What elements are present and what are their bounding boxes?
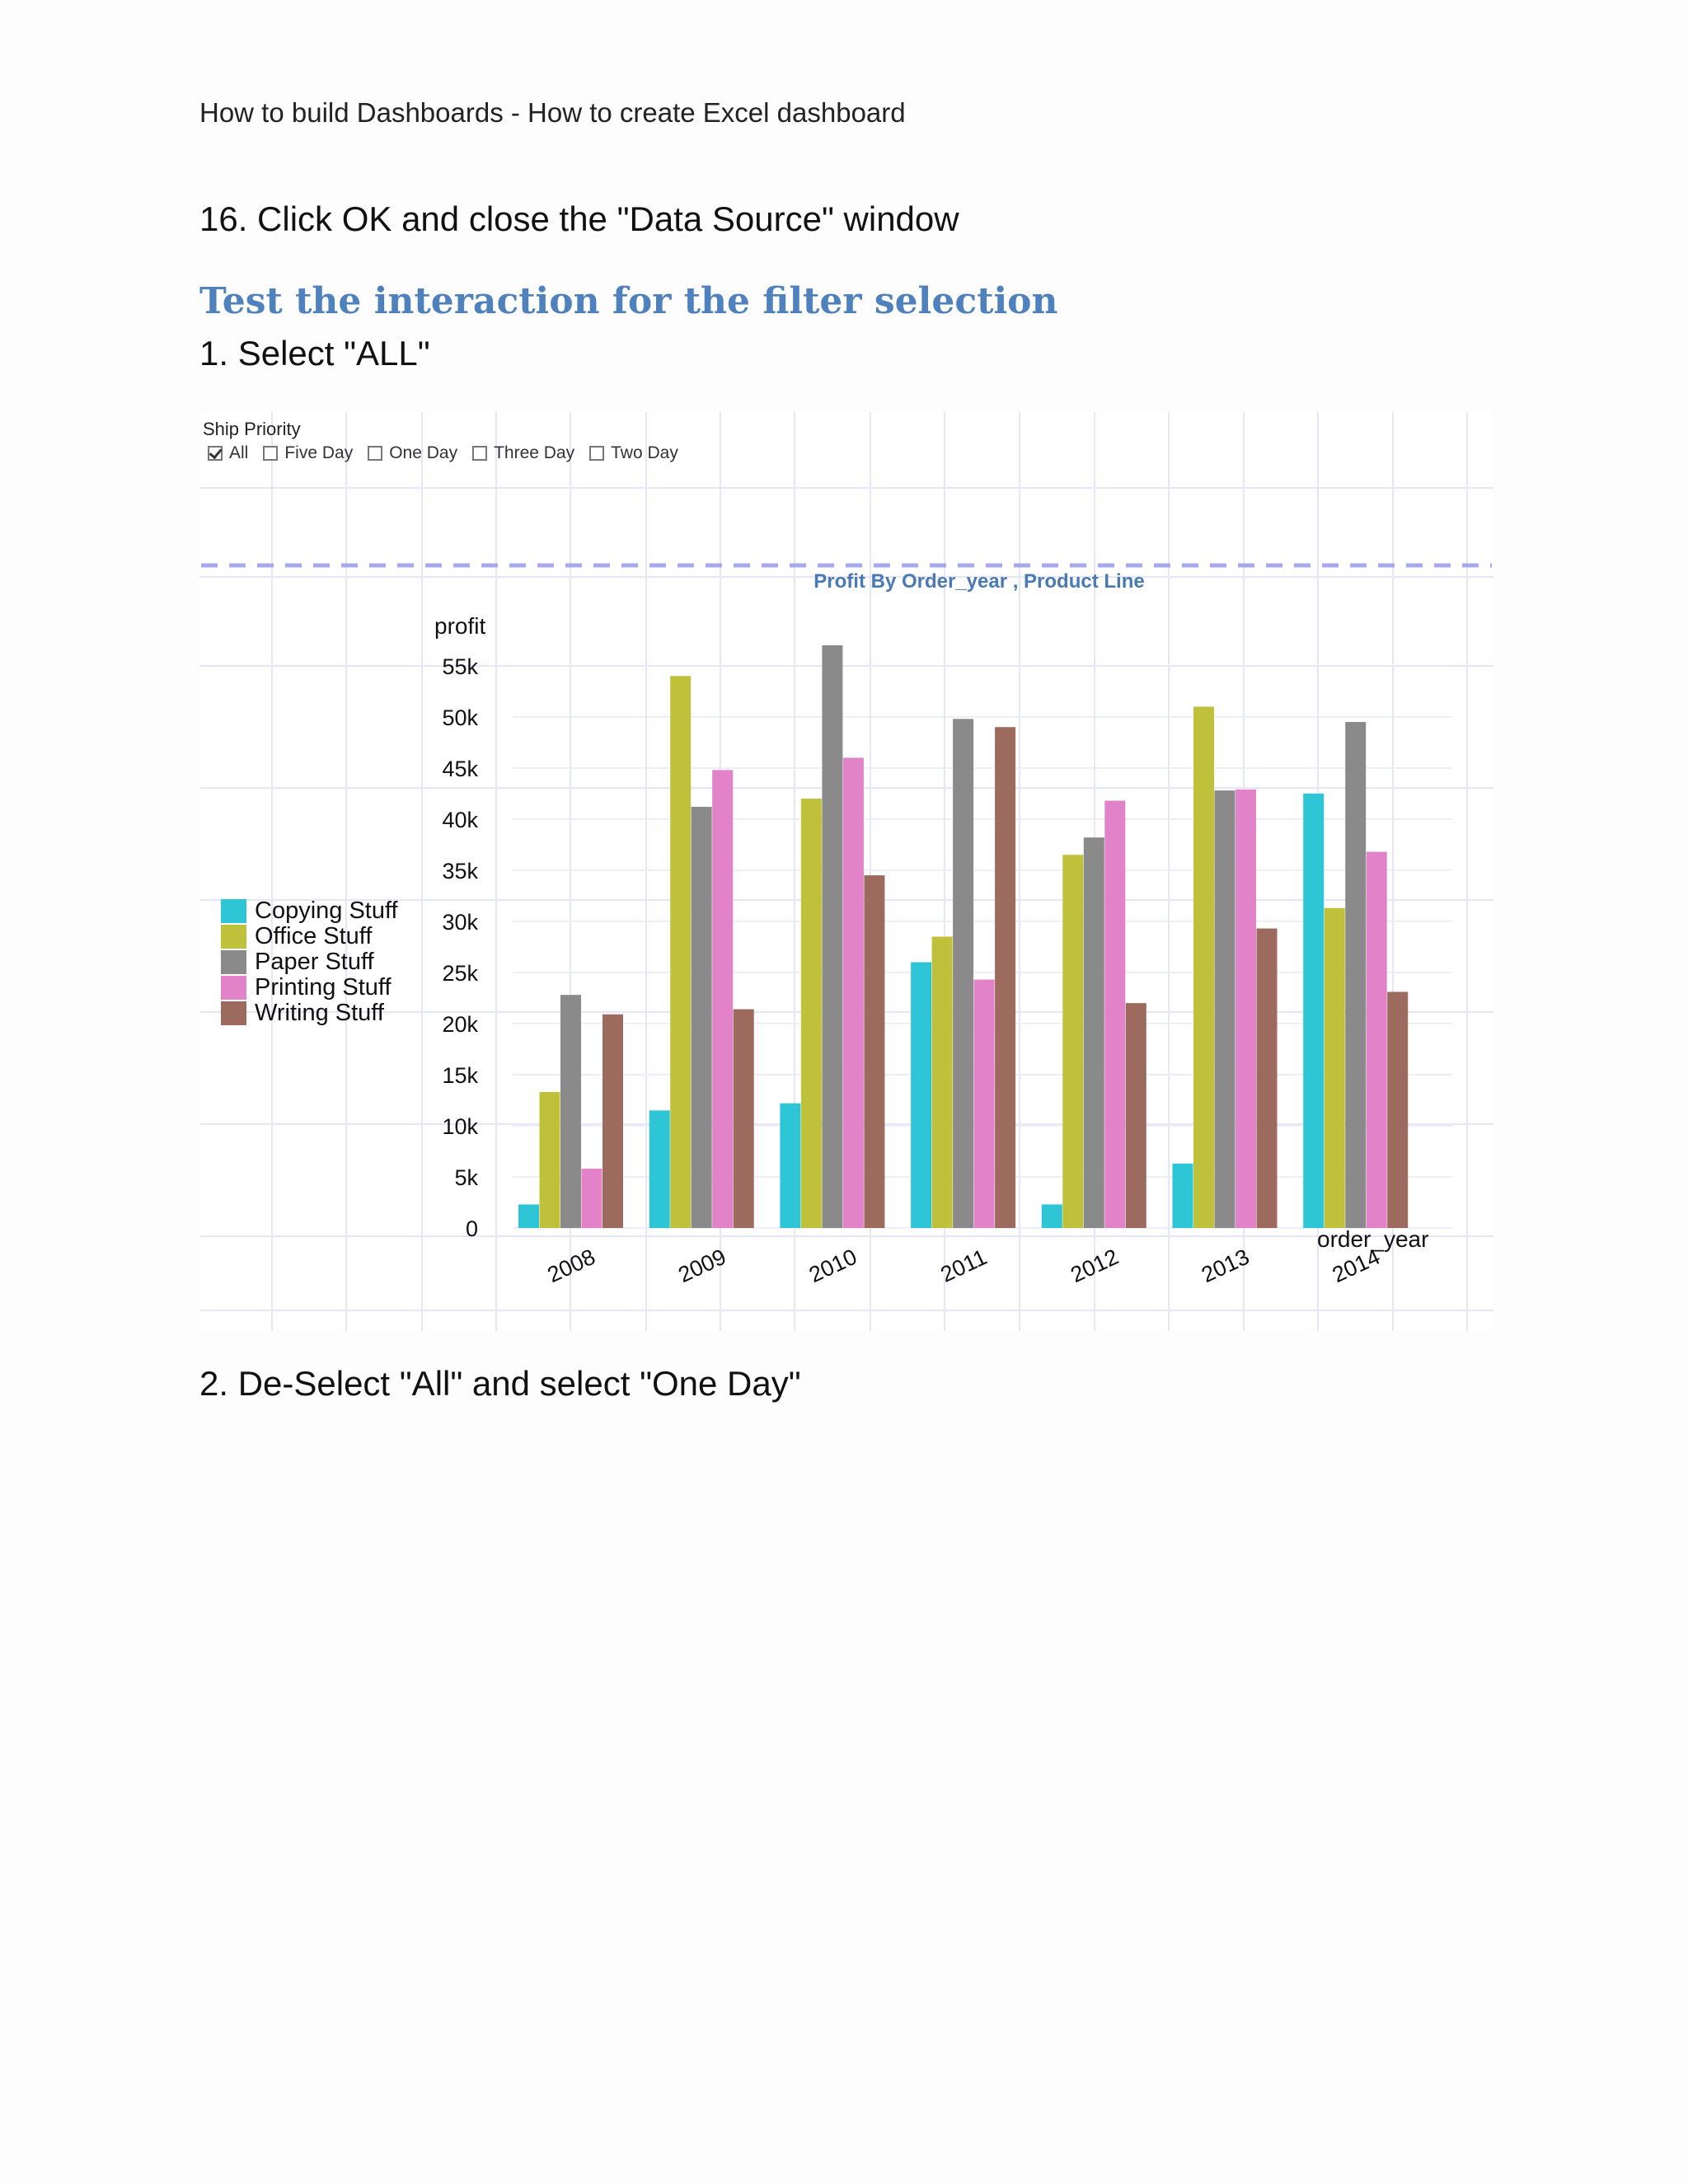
legend-label: Copying Stuff xyxy=(255,898,398,924)
y-axis-label: profit xyxy=(434,613,485,639)
bar xyxy=(800,799,822,1228)
legend-swatch xyxy=(221,976,246,1000)
bar xyxy=(1303,793,1325,1228)
bar xyxy=(780,1103,801,1228)
legend-swatch xyxy=(221,899,246,923)
bar xyxy=(931,936,953,1228)
bar xyxy=(1256,928,1278,1228)
bar xyxy=(822,645,843,1228)
bar xyxy=(1193,706,1214,1228)
legend-label: Writing Stuff xyxy=(255,1000,384,1026)
legend-label: Printing Stuff xyxy=(255,974,392,1001)
bar xyxy=(973,979,995,1228)
checkbox-all[interactable] xyxy=(208,446,223,461)
bar xyxy=(1324,907,1345,1228)
bar xyxy=(560,995,581,1228)
x-tick-label: 2013 xyxy=(1198,1244,1253,1288)
x-tick-label: 2009 xyxy=(674,1244,729,1288)
y-tick-label: 20k xyxy=(442,1012,478,1037)
bar xyxy=(1366,851,1387,1228)
bar xyxy=(1387,991,1409,1228)
bar xyxy=(712,770,734,1228)
y-tick-label: 50k xyxy=(442,705,478,730)
bar xyxy=(581,1169,603,1228)
legend-swatch xyxy=(221,1001,246,1025)
bar xyxy=(995,727,1016,1228)
legend-swatch xyxy=(221,925,246,949)
bar xyxy=(1345,722,1367,1228)
bar xyxy=(1041,1204,1062,1228)
ship-priority-filter: All Five Day One Day Three Day Two Day xyxy=(208,443,693,463)
legend-item: Writing Stuff xyxy=(221,1000,398,1026)
chart-legend: Copying Stuff Office Stuff Paper Stuff P… xyxy=(221,898,398,1026)
y-tick-label: 55k xyxy=(442,654,478,679)
x-axis-label: order_year xyxy=(1317,1226,1428,1252)
y-tick-label: 35k xyxy=(442,859,478,883)
checkbox-three-day[interactable] xyxy=(472,446,488,461)
filter-option-two-day[interactable]: Two Day xyxy=(589,443,678,463)
bar xyxy=(1214,790,1236,1228)
bar xyxy=(1236,789,1256,1228)
filter-option-one-day[interactable]: One Day xyxy=(368,443,457,463)
filter-option-five-day[interactable]: Five Day xyxy=(263,443,353,463)
y-tick-label: 30k xyxy=(442,910,478,935)
bar xyxy=(864,875,885,1228)
filter-option-three-day[interactable]: Three Day xyxy=(472,443,574,463)
bar xyxy=(1062,855,1084,1228)
bar xyxy=(953,719,974,1228)
dashboard-screenshot: Profit By Order_year , Product Line 0 5k 10… xyxy=(199,412,1493,1331)
x-tick-label: 2008 xyxy=(544,1244,599,1288)
checkbox-one-day[interactable] xyxy=(368,446,383,461)
y-tick-label: 45k xyxy=(442,757,478,781)
bar xyxy=(911,962,932,1228)
y-tick-label: 10k xyxy=(442,1114,478,1139)
bar xyxy=(691,806,712,1228)
legend-item: Printing Stuff xyxy=(221,974,398,1001)
filter-label: Ship Priority xyxy=(203,419,301,439)
bar xyxy=(1104,800,1126,1228)
bar xyxy=(1083,837,1104,1228)
y-tick-label: 5k xyxy=(454,1165,478,1190)
legend-item: Paper Stuff xyxy=(221,949,398,975)
bar xyxy=(603,1014,623,1228)
checkbox-five-day[interactable] xyxy=(263,446,279,461)
x-tick-label: 2010 xyxy=(805,1244,860,1288)
bar xyxy=(842,757,864,1228)
filter-option-all[interactable]: All xyxy=(208,443,248,463)
checkbox-two-day[interactable] xyxy=(589,446,605,461)
y-tick-label: 15k xyxy=(442,1063,478,1088)
step-1-text: 1. Select "ALL" xyxy=(199,334,430,373)
y-tick-label: 25k xyxy=(442,961,478,986)
filter-option-label: Two Day xyxy=(611,443,678,462)
bar xyxy=(649,1110,670,1228)
filter-option-label: Three Day xyxy=(494,443,575,462)
filter-option-label: All xyxy=(229,443,249,462)
profit-chart: Profit By Order_year , Product Line 0 5k 10… xyxy=(199,412,1493,1331)
legend-label: Paper Stuff xyxy=(255,949,374,975)
y-tick-label: 40k xyxy=(442,808,478,832)
chart-title: Profit By Order_year , Product Line xyxy=(814,570,1144,593)
filter-option-label: Five Day xyxy=(284,443,354,462)
legend-label: Office Stuff xyxy=(255,923,373,949)
bar xyxy=(1125,1003,1146,1228)
bar xyxy=(539,1092,560,1228)
filter-option-label: One Day xyxy=(389,443,458,462)
legend-swatch xyxy=(221,950,246,974)
bar xyxy=(733,1009,754,1228)
legend-item: Office Stuff xyxy=(221,923,398,949)
step-16-text: 16. Click OK and close the "Data Source"… xyxy=(199,199,959,238)
y-tick-label: 0 xyxy=(466,1216,478,1241)
section-title: Test the interaction for the filter sele… xyxy=(199,280,1058,322)
page-header: How to build Dashboards - How to create … xyxy=(199,97,906,128)
legend-item: Copying Stuff xyxy=(221,898,398,924)
bar xyxy=(670,676,692,1228)
bar xyxy=(1172,1163,1193,1228)
bar xyxy=(518,1204,539,1228)
step-2-text: 2. De-Select "All" and select "One Day" xyxy=(199,1364,801,1403)
